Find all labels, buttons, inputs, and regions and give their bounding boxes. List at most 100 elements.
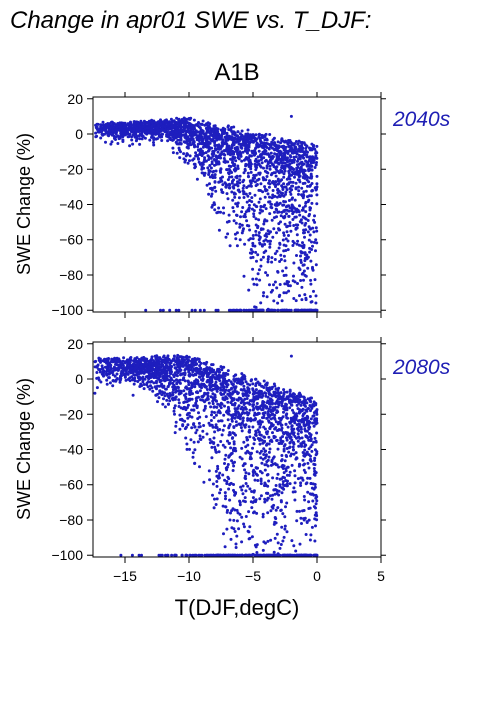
scatter-point <box>280 166 284 170</box>
scatter-point <box>188 132 192 136</box>
scatter-points-2040s <box>94 114 319 312</box>
scatter-point <box>133 379 137 383</box>
scatter-point <box>241 189 245 193</box>
scatter-point <box>244 445 248 449</box>
scatter-point <box>243 242 247 246</box>
scatter-point <box>300 298 304 302</box>
scatter-point <box>238 396 242 400</box>
scatter-point <box>295 254 298 257</box>
scatter-point <box>124 123 127 127</box>
scatter-point <box>207 192 211 196</box>
scatter-point <box>159 308 162 312</box>
scatter-point <box>189 364 193 368</box>
scatter-point <box>242 196 246 199</box>
scatter-point <box>196 417 200 421</box>
scatter-point <box>211 375 215 379</box>
scatter-point <box>309 482 313 485</box>
scatter-point <box>294 308 297 312</box>
scatter-point <box>234 159 238 163</box>
scatter-point <box>148 380 152 384</box>
scatter-point <box>283 161 287 165</box>
scatter-point <box>280 154 284 158</box>
scatter-point <box>275 532 279 536</box>
scatter-point <box>171 358 175 362</box>
scatter-point <box>302 141 306 145</box>
scatter-point <box>266 192 270 196</box>
scatter-point <box>205 183 209 187</box>
y-axis-label-2040s: SWE Change (%) <box>14 133 34 275</box>
scatter-point <box>304 429 307 433</box>
scatter-point <box>280 404 284 408</box>
scatter-point <box>235 390 239 394</box>
scatter-point <box>208 164 212 167</box>
scatter-point <box>201 379 205 382</box>
scatter-point <box>269 438 273 442</box>
scatter-point <box>288 421 292 425</box>
scatter-point <box>242 171 246 175</box>
scatter-point <box>248 430 251 434</box>
scatter-point <box>231 185 235 189</box>
scatter-point <box>304 201 308 205</box>
scatter-point <box>249 181 253 185</box>
scatter-point <box>280 416 284 420</box>
scatter-point <box>282 233 286 237</box>
scatter-point <box>238 422 242 426</box>
scatter-point <box>253 193 257 197</box>
scatter-point <box>192 140 196 144</box>
scatter-point <box>295 423 299 427</box>
scatter-point <box>218 471 222 475</box>
scatter-point <box>260 152 264 156</box>
scatter-point <box>277 203 281 206</box>
scatter-point <box>169 379 173 383</box>
scatter-point <box>294 299 298 303</box>
scatter-point <box>227 424 231 428</box>
scatter-point <box>282 249 286 253</box>
scatter-point <box>287 159 291 163</box>
scatter-point <box>205 140 209 144</box>
scatter-point <box>288 406 292 410</box>
scatter-point <box>126 122 130 126</box>
scatter-point <box>202 480 206 484</box>
scatter-point <box>299 476 303 480</box>
scatter-point <box>279 509 283 512</box>
scatter-point <box>253 162 257 166</box>
scatter-point <box>307 500 311 504</box>
scatter-point <box>313 473 317 477</box>
scatter-point <box>283 459 287 463</box>
scatter-point <box>259 482 263 486</box>
scatter-point <box>247 159 251 163</box>
scatter-point <box>303 448 307 452</box>
scatter-point <box>142 387 146 391</box>
scatter-point <box>272 550 276 554</box>
scatter-point <box>275 411 279 415</box>
scatter-point <box>302 190 306 194</box>
scatter-point <box>296 407 300 411</box>
scatter-point <box>177 398 181 402</box>
scatter-point <box>246 484 250 488</box>
scatter-point <box>269 538 273 542</box>
scatter-point <box>252 413 256 417</box>
scatter-point <box>206 121 210 125</box>
panel-2080s: 200−20−40−60−80−100−15 −10 −5 0 5 2080s SWE … <box>14 336 451 584</box>
scatter-point <box>155 359 159 363</box>
scatter-point <box>232 464 236 468</box>
scatter-point <box>254 305 258 309</box>
scatter-point <box>214 372 217 376</box>
scatter-point <box>308 492 312 496</box>
scatter-point <box>268 155 271 159</box>
scatter-point <box>298 410 302 414</box>
scatter-point <box>314 226 318 230</box>
scatter-point <box>251 446 254 450</box>
scatter-point <box>175 374 179 378</box>
scatter-point <box>143 136 147 140</box>
scatter-point <box>184 425 188 429</box>
scatter-point <box>285 280 289 283</box>
scatter-point <box>198 364 202 368</box>
scatter-point <box>308 506 312 510</box>
scatter-point <box>264 178 268 182</box>
scatter-point <box>304 210 308 214</box>
scatter-point <box>276 187 280 191</box>
scatter-point <box>273 258 277 261</box>
scatter-point <box>311 421 315 425</box>
scatter-point <box>251 140 255 144</box>
